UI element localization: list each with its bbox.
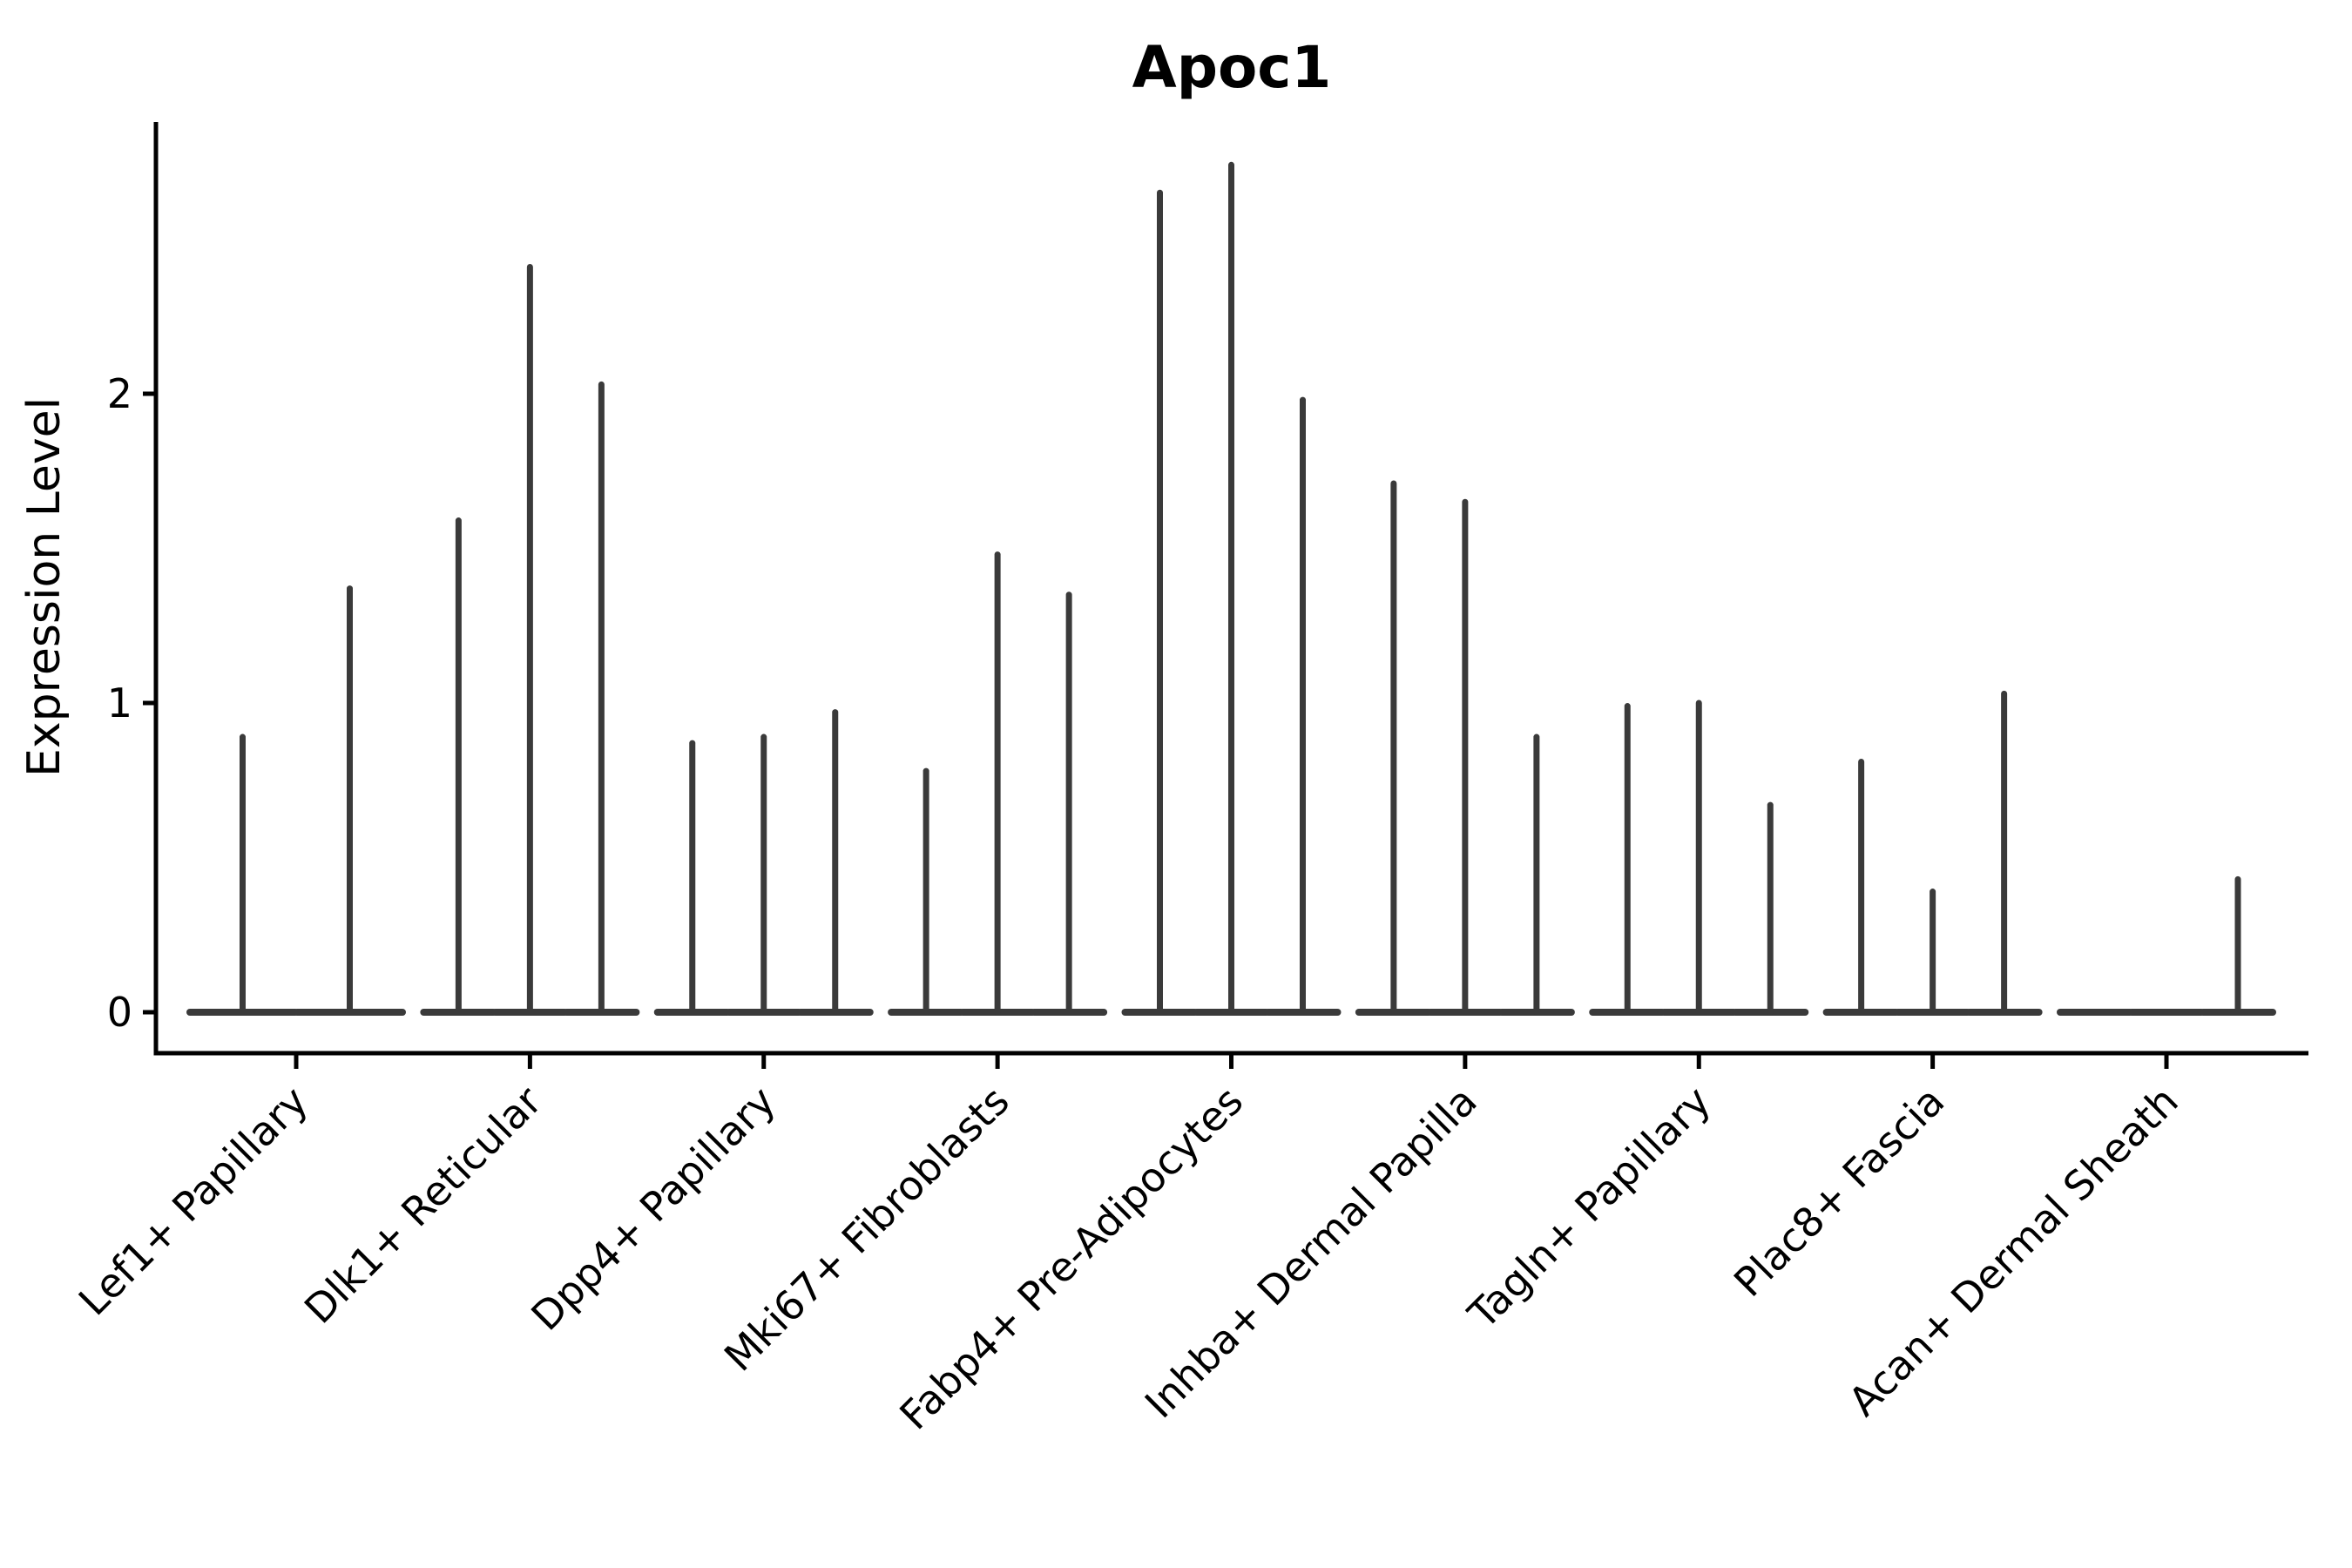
violin-group — [888, 551, 1108, 1016]
x-tick-label: Dlk1+ Reticular — [295, 1078, 551, 1333]
violin-group — [1355, 480, 1575, 1016]
violin-group — [653, 709, 874, 1016]
violin-group — [1121, 161, 1342, 1016]
violin-group — [420, 263, 640, 1016]
violin-group — [2057, 875, 2276, 1016]
x-tick-label: Plac8+ Fascia — [1725, 1078, 1953, 1306]
y-tick-label: 2 — [107, 370, 132, 417]
x-tick-label: Tagln+ Papillary — [1458, 1078, 1720, 1339]
violin-group — [186, 585, 406, 1016]
violin-group — [1822, 690, 2043, 1016]
violin-marks — [186, 161, 2276, 1016]
violin-group — [1589, 700, 1809, 1016]
chart-title: Apoc1 — [1132, 34, 1332, 101]
y-axis-label: Expression Level — [18, 397, 71, 777]
y-tick-label: 0 — [107, 989, 132, 1036]
y-tick-label: 1 — [107, 679, 132, 727]
axes — [143, 122, 2308, 1069]
x-tick-label: Dpp4+ Papillary — [522, 1078, 784, 1340]
x-tick-label: Lef1+ Papillary — [70, 1078, 317, 1325]
